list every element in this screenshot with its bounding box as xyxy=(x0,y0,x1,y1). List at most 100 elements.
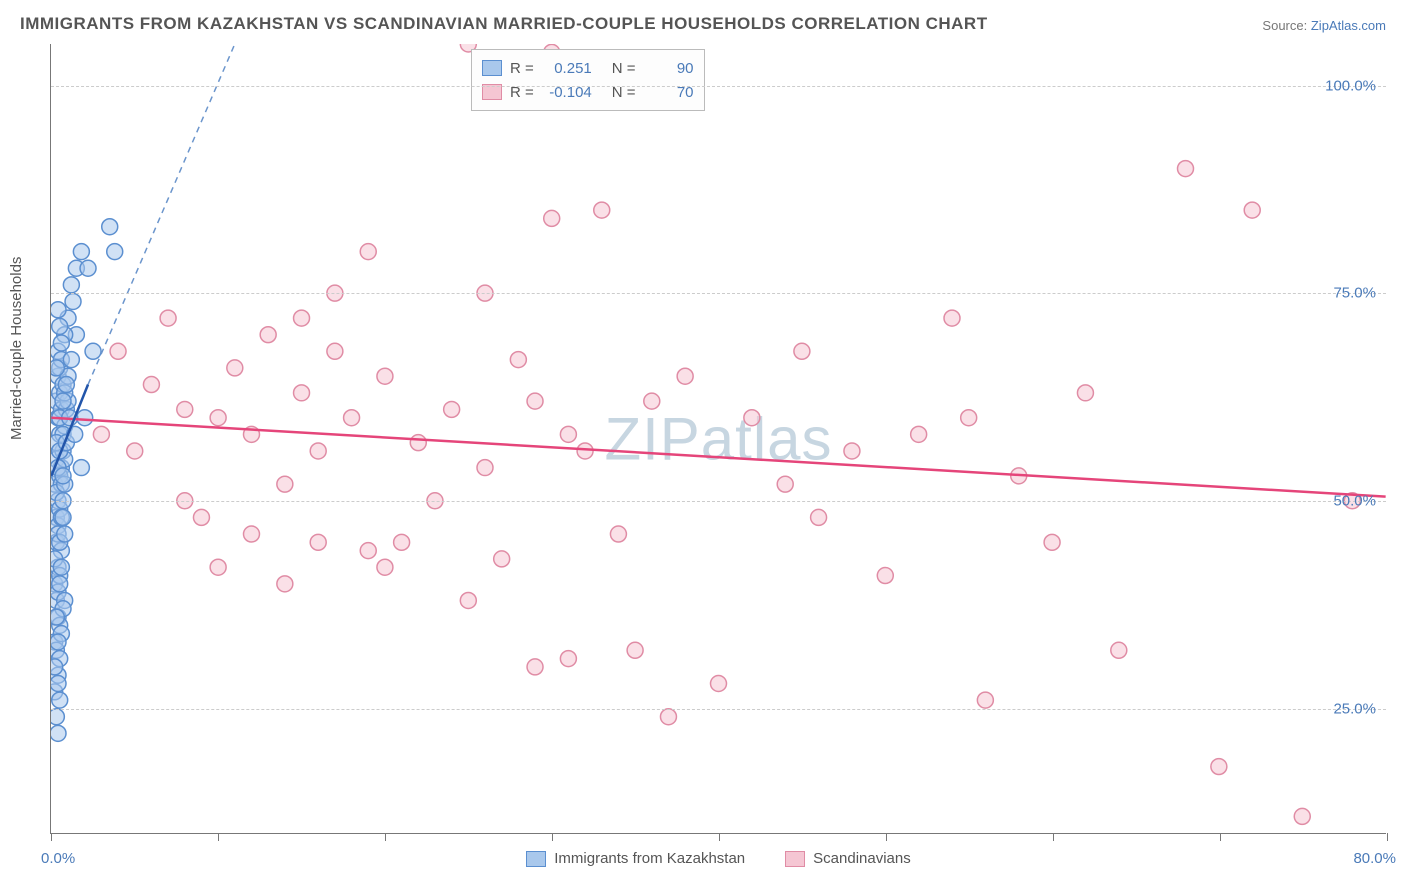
data-point xyxy=(193,509,209,525)
swatch-scandinavian xyxy=(785,851,805,867)
page-title: IMMIGRANTS FROM KAZAKHSTAN VS SCANDINAVI… xyxy=(20,14,988,34)
gridline xyxy=(51,86,1386,87)
data-point xyxy=(51,360,64,376)
y-axis-label: Married-couple Households xyxy=(8,257,25,440)
data-point xyxy=(944,310,960,326)
data-point xyxy=(55,468,71,484)
data-point xyxy=(977,692,993,708)
x-tick xyxy=(1053,833,1054,841)
source-link[interactable]: ZipAtlas.com xyxy=(1311,18,1386,33)
x-tick xyxy=(886,833,887,841)
data-point xyxy=(52,576,68,592)
data-point xyxy=(510,352,526,368)
data-point xyxy=(77,410,93,426)
data-point xyxy=(210,410,226,426)
source-label: Source: ZipAtlas.com xyxy=(1262,18,1386,33)
data-point xyxy=(377,368,393,384)
y-tick-label: 75.0% xyxy=(1333,285,1376,302)
x-tick xyxy=(1387,833,1388,841)
y-tick-label: 25.0% xyxy=(1333,701,1376,718)
data-point xyxy=(394,534,410,550)
data-point xyxy=(51,725,66,741)
data-point xyxy=(794,343,810,359)
x-tick xyxy=(1220,833,1221,841)
data-point xyxy=(57,526,73,542)
data-point xyxy=(627,642,643,658)
data-point xyxy=(1211,759,1227,775)
legend-row-scandinavian: R = -0.104 N = 70 xyxy=(482,80,694,104)
data-point xyxy=(477,460,493,476)
data-point xyxy=(294,385,310,401)
data-point xyxy=(107,244,123,260)
legend-row-kazakhstan: R = 0.251 N = 90 xyxy=(482,56,694,80)
data-point xyxy=(1294,808,1310,824)
data-point xyxy=(53,335,69,351)
data-point xyxy=(73,460,89,476)
data-point xyxy=(51,634,66,650)
x-tick xyxy=(719,833,720,841)
data-point xyxy=(544,210,560,226)
data-point xyxy=(210,559,226,575)
data-point xyxy=(527,659,543,675)
data-point xyxy=(85,343,101,359)
data-point xyxy=(277,476,293,492)
source-text: Source: xyxy=(1262,18,1307,33)
data-point xyxy=(711,676,727,692)
data-point xyxy=(1044,534,1060,550)
data-point xyxy=(310,443,326,459)
data-point xyxy=(527,393,543,409)
trend-line xyxy=(88,44,235,385)
data-point xyxy=(410,435,426,451)
data-point xyxy=(777,476,793,492)
data-point xyxy=(677,368,693,384)
data-point xyxy=(360,543,376,559)
gridline xyxy=(51,709,1386,710)
legend-label-scandinavian: Scandinavians xyxy=(813,850,911,867)
data-point xyxy=(55,509,71,525)
data-point xyxy=(310,534,326,550)
data-point xyxy=(102,219,118,235)
data-point xyxy=(58,377,74,393)
data-point xyxy=(63,277,79,293)
x-axis-min-label: 0.0% xyxy=(41,850,75,867)
x-axis-max-label: 80.0% xyxy=(1353,850,1396,867)
x-tick xyxy=(51,833,52,841)
data-point xyxy=(51,709,64,725)
r-label: R = xyxy=(510,60,534,77)
plot-svg xyxy=(51,44,1386,833)
data-point xyxy=(644,393,660,409)
r-value-kazakhstan: 0.251 xyxy=(542,60,592,77)
chart-area: ZIPatlas R = 0.251 N = 90 R = -0.104 N =… xyxy=(50,44,1386,834)
n-value-kazakhstan: 90 xyxy=(644,60,694,77)
data-point xyxy=(277,576,293,592)
data-point xyxy=(911,426,927,442)
data-point xyxy=(344,410,360,426)
gridline xyxy=(51,501,1386,502)
data-point xyxy=(244,526,260,542)
swatch-kazakhstan xyxy=(482,60,502,76)
data-point xyxy=(844,443,860,459)
data-point xyxy=(260,327,276,343)
data-point xyxy=(51,676,66,692)
x-tick xyxy=(552,833,553,841)
data-point xyxy=(1111,642,1127,658)
data-point xyxy=(160,310,176,326)
data-point xyxy=(73,244,89,260)
data-point xyxy=(51,609,64,625)
bottom-legend: Immigrants from Kazakhstan Scandinavians xyxy=(51,850,1386,867)
data-point xyxy=(1077,385,1093,401)
data-point xyxy=(53,559,69,575)
data-point xyxy=(1244,202,1260,218)
data-point xyxy=(110,343,126,359)
legend-item-scandinavian: Scandinavians xyxy=(785,850,911,867)
x-tick xyxy=(218,833,219,841)
data-point xyxy=(610,526,626,542)
data-point xyxy=(93,426,109,442)
data-point xyxy=(51,659,63,675)
data-point xyxy=(594,202,610,218)
data-point xyxy=(52,692,68,708)
data-point xyxy=(744,410,760,426)
data-point xyxy=(577,443,593,459)
data-point xyxy=(327,343,343,359)
trend-line xyxy=(51,418,1385,497)
